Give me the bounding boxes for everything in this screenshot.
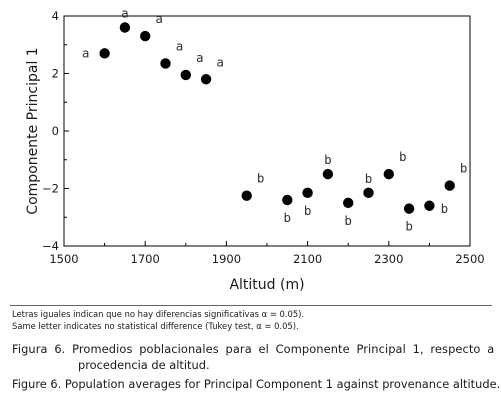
data-point — [444, 180, 455, 191]
data-point — [322, 168, 334, 180]
data-point — [424, 200, 435, 211]
significance-letter: b — [257, 171, 265, 186]
y-tick-label: −4 — [42, 239, 59, 253]
data-point — [200, 74, 212, 85]
data-point — [302, 187, 313, 199]
significance-letter: b — [399, 149, 407, 164]
significance-letter: b — [324, 152, 332, 167]
significance-letter: a — [196, 50, 204, 65]
significance-letter: a — [155, 11, 163, 26]
data-point — [99, 48, 110, 59]
significance-letter: b — [441, 201, 449, 216]
data-points — [99, 22, 455, 214]
data-point — [180, 69, 191, 81]
data-point — [160, 58, 171, 69]
significance-letter: b — [344, 213, 352, 228]
significance-letter: a — [82, 45, 90, 60]
caption-spanish-line1: Figura 6. Promedios poblacionales para e… — [12, 342, 501, 356]
y-axis: −4 −2 0 2 4 — [42, 9, 69, 253]
y-tick-label: −2 — [42, 182, 59, 196]
x-tick-label: 2300 — [374, 252, 403, 266]
data-point — [140, 30, 151, 42]
significance-letter: b — [304, 203, 312, 218]
note-spanish: Letras iguales indican que no hay difere… — [12, 309, 305, 319]
y-tick-label: 4 — [52, 9, 59, 23]
caption-spanish-line2: procedencia de altitud. — [78, 358, 210, 372]
significance-letter: b — [460, 161, 468, 176]
x-tick-label: 2500 — [455, 252, 484, 266]
x-tick-label: 2100 — [293, 252, 322, 266]
data-point — [383, 168, 394, 180]
data-point — [343, 197, 354, 209]
data-point — [241, 190, 252, 201]
y-tick-label: 0 — [52, 124, 59, 138]
significance-letter: b — [405, 219, 413, 234]
significance-letter: a — [216, 54, 224, 69]
x-tick-label: 1900 — [212, 252, 241, 266]
significance-letter: b — [284, 210, 292, 225]
caption-english: Figure 6. Population averages for Princi… — [12, 377, 501, 391]
y-axis-title: Componente Principal 1 — [25, 47, 41, 214]
x-tick-label: 1500 — [49, 252, 78, 266]
data-point — [282, 194, 293, 206]
caption-divider — [10, 305, 492, 306]
significance-letter: a — [176, 38, 184, 53]
significance-letter: b — [365, 171, 373, 186]
data-point — [363, 187, 374, 199]
x-axis: 1500 1700 1900 2100 2300 2500 — [49, 241, 485, 266]
data-point — [119, 22, 131, 33]
data-point — [403, 203, 415, 214]
note-english: Same letter indicates no statistical dif… — [12, 321, 299, 331]
y-tick-label: 2 — [52, 67, 59, 81]
x-axis-title: Altitud (m) — [229, 277, 304, 293]
x-tick-label: 1700 — [131, 252, 160, 266]
significance-letter: a — [121, 6, 129, 21]
